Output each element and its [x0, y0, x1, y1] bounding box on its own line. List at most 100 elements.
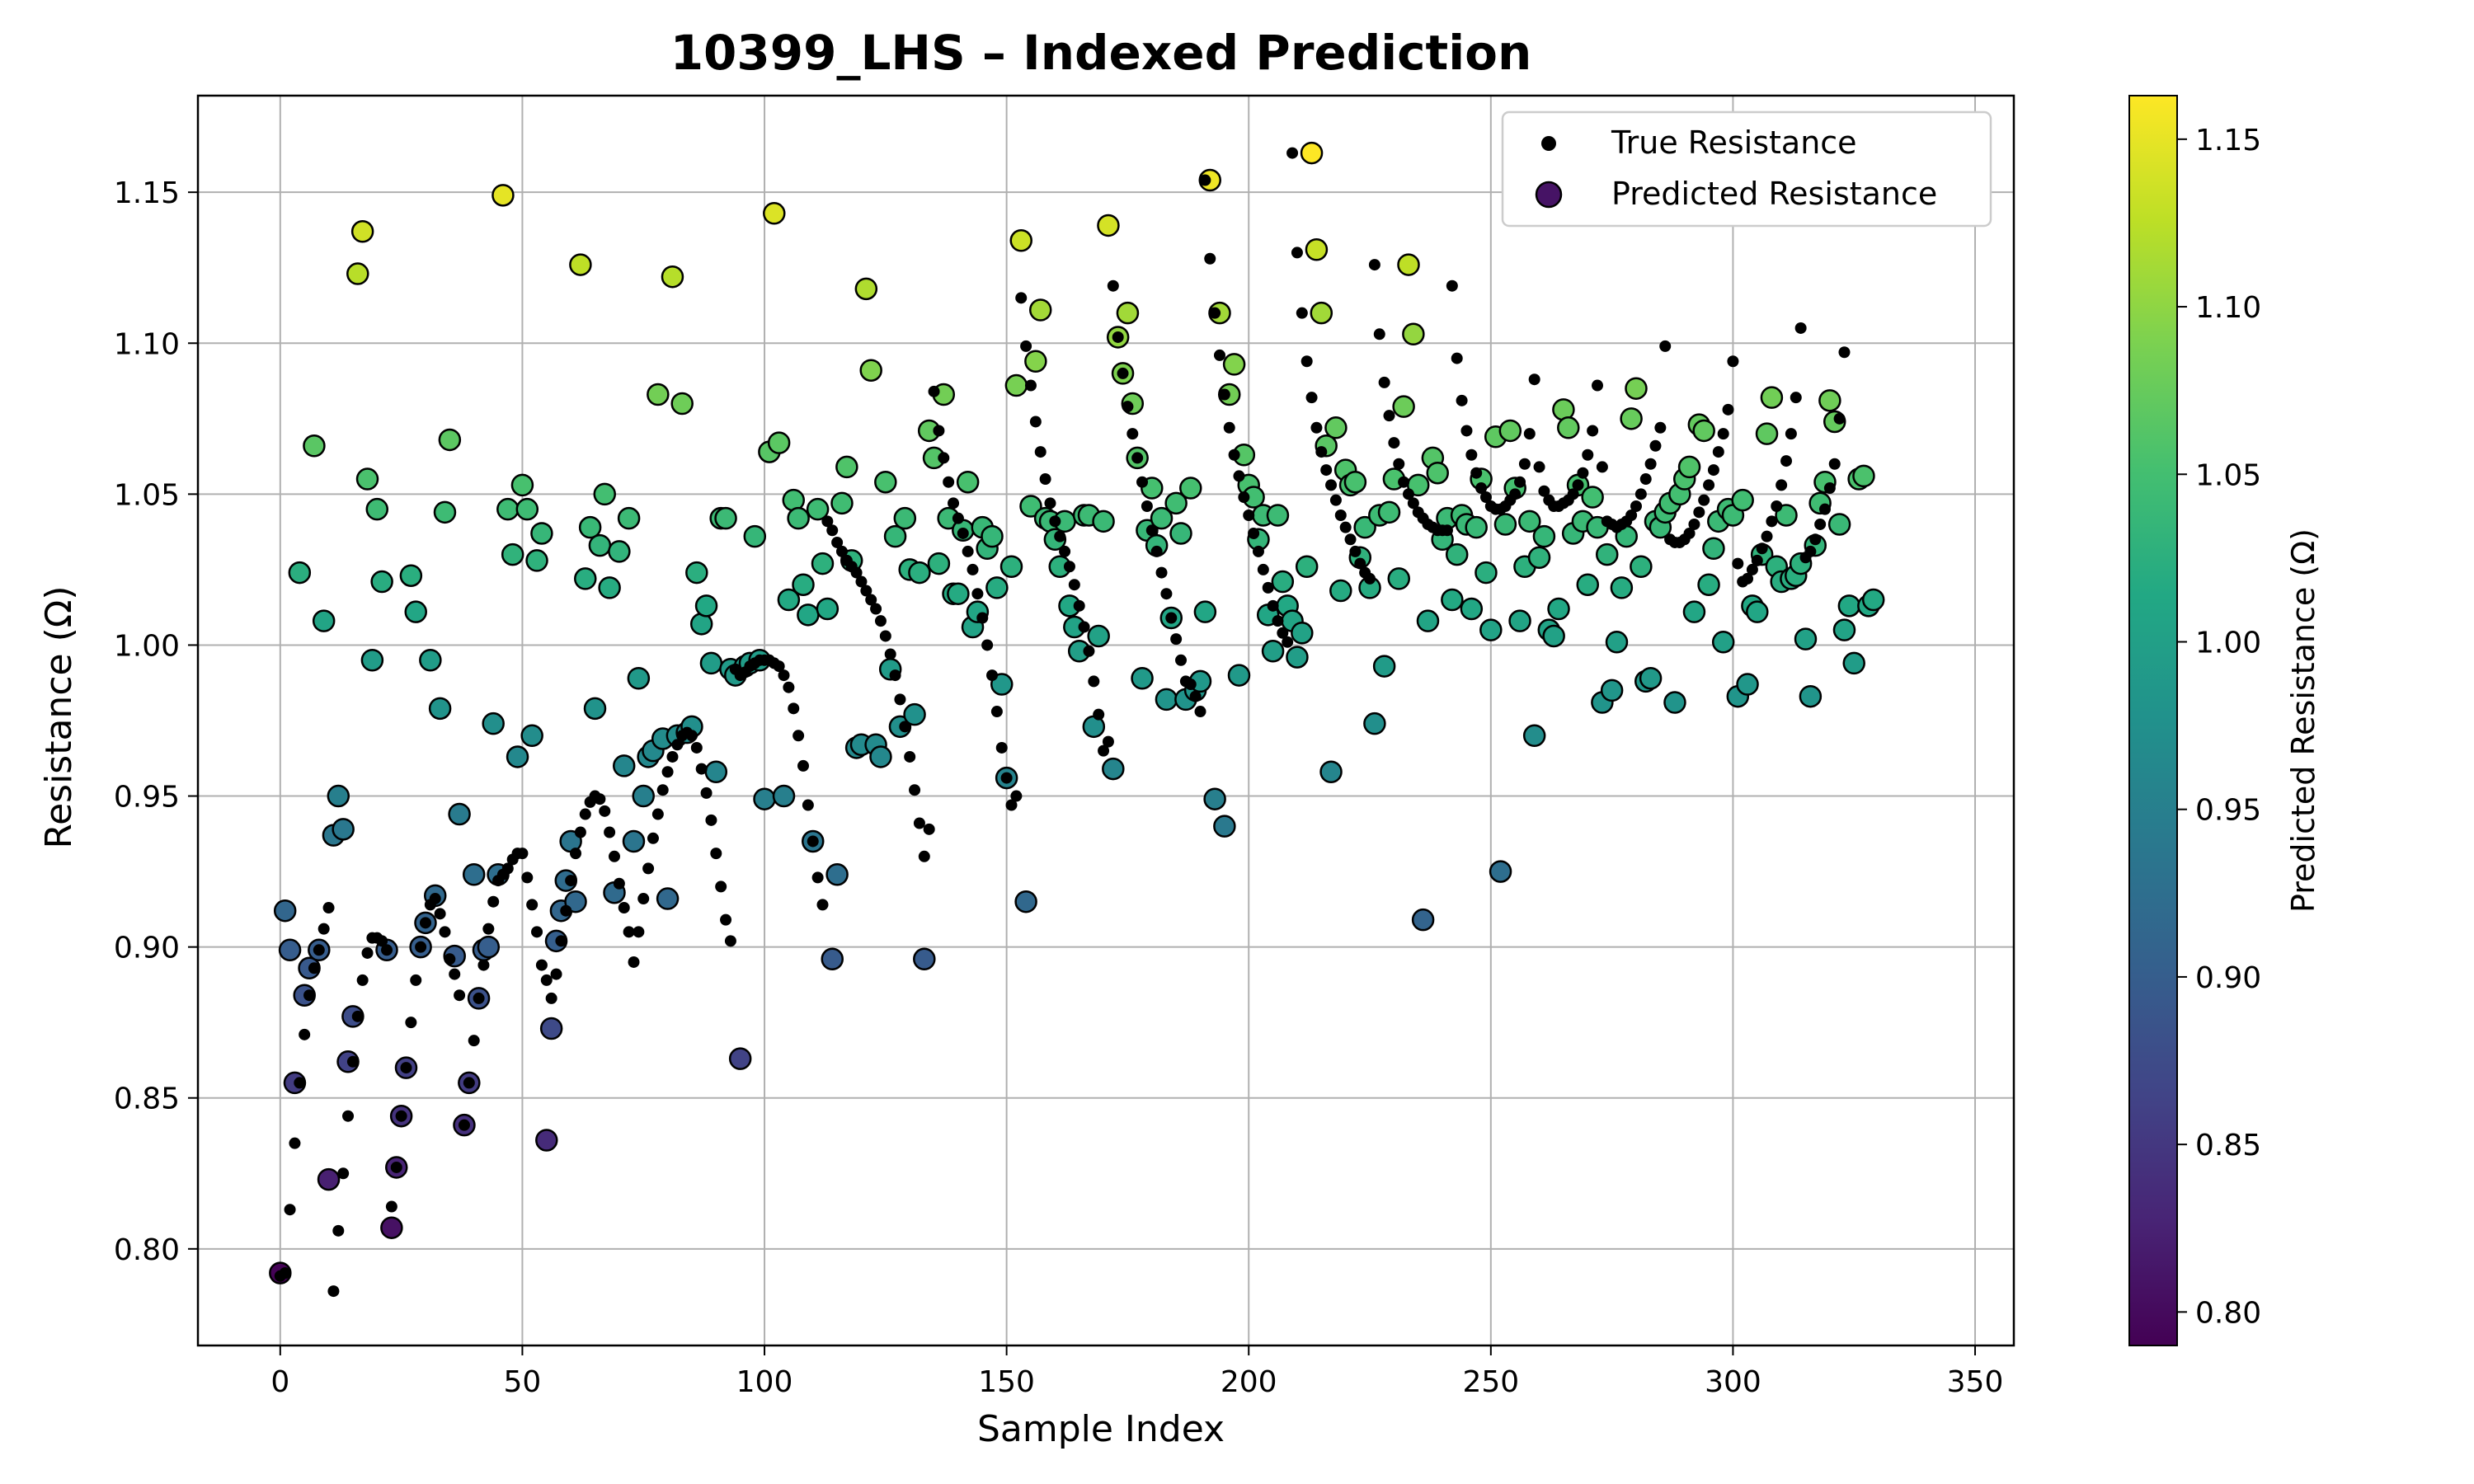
true-point	[1441, 524, 1453, 537]
predicted-point	[1310, 301, 1333, 325]
true-point	[1282, 636, 1294, 648]
predicted-point	[1596, 542, 1619, 566]
predicted-point	[825, 863, 849, 886]
predicted-point	[1861, 588, 1885, 612]
true-point	[322, 902, 335, 914]
x-tick-label: 200	[1221, 1365, 1277, 1399]
true-point	[1155, 566, 1168, 579]
true-point	[720, 913, 732, 926]
predicted-point	[1416, 609, 1440, 632]
true-point	[1577, 467, 1589, 479]
true-point	[1567, 488, 1579, 500]
true-point	[1015, 292, 1028, 304]
predicted-point	[346, 262, 369, 285]
predicted-point	[1610, 576, 1634, 599]
predicted-point	[1271, 570, 1295, 594]
true-point	[390, 1161, 402, 1173]
true-point	[346, 1055, 359, 1068]
true-point	[1213, 349, 1225, 361]
true-point	[299, 1028, 311, 1040]
predicted-point	[1746, 600, 1769, 623]
true-point	[671, 739, 684, 751]
true-point	[899, 721, 911, 733]
predicted-point	[1441, 588, 1464, 612]
true-point	[1582, 448, 1594, 461]
true-point	[971, 588, 984, 600]
true-point	[1751, 554, 1763, 566]
predicted-point	[1479, 618, 1503, 641]
true-point	[439, 926, 451, 938]
predicted-point	[1542, 624, 1565, 648]
predicted-point	[1842, 651, 1865, 675]
predicted-point	[622, 829, 646, 853]
predicted-point	[1527, 546, 1551, 570]
predicted-point	[1475, 561, 1498, 585]
true-point	[1325, 479, 1338, 491]
predicted-point	[1639, 666, 1663, 690]
true-point	[1257, 563, 1269, 575]
true-point	[613, 877, 625, 890]
predicted-point	[1295, 555, 1319, 578]
true-point	[909, 784, 921, 796]
true-point	[1112, 331, 1124, 343]
true-point	[637, 893, 650, 905]
true-point	[835, 545, 848, 557]
predicted-point	[632, 784, 655, 808]
true-point	[1189, 690, 1202, 702]
predicted-point	[647, 383, 670, 406]
true-point	[565, 875, 577, 887]
true-point	[1252, 545, 1264, 557]
predicted-point	[767, 431, 791, 454]
true-point	[1828, 458, 1841, 470]
predicted-point	[1518, 510, 1541, 533]
predicted-point	[947, 582, 970, 605]
true-point	[967, 563, 979, 575]
true-point	[986, 669, 999, 682]
predicted-point	[1286, 646, 1309, 669]
true-point	[797, 759, 809, 772]
true-point	[1170, 633, 1183, 646]
true-point	[1223, 421, 1235, 434]
true-point	[1683, 527, 1696, 539]
predicted-point	[496, 497, 520, 521]
true-point	[1814, 518, 1827, 530]
legend-box	[1501, 110, 1992, 228]
predicted-point	[797, 603, 820, 627]
y-tick-label: 1.05	[114, 478, 180, 512]
true-point	[889, 669, 901, 682]
true-point	[1300, 355, 1313, 368]
predicted-point	[578, 515, 602, 539]
true-point	[1630, 500, 1642, 513]
true-point	[560, 904, 572, 917]
true-point	[1334, 509, 1347, 521]
true-point	[850, 566, 863, 579]
true-point	[1804, 545, 1817, 557]
true-point	[695, 763, 708, 775]
predicted-point	[1092, 510, 1115, 533]
true-point	[1514, 476, 1526, 488]
predicted-point	[927, 552, 951, 575]
true-point	[1833, 412, 1846, 425]
predicted-point	[1731, 488, 1754, 512]
predicted-point	[462, 863, 486, 886]
true-point	[1528, 373, 1540, 386]
predicted-point	[419, 649, 442, 672]
true-point	[381, 944, 393, 956]
x-axis: 0 50 100 150 200 250 300 350	[270, 1345, 2003, 1399]
grid-lines	[198, 96, 2014, 1345]
x-axis-label: Sample Index	[977, 1408, 1225, 1450]
predicted-point	[1760, 386, 1784, 409]
true-point	[928, 385, 940, 397]
plot-frame	[196, 94, 2015, 1347]
true-point	[1073, 599, 1085, 612]
true-point	[1634, 488, 1647, 500]
true-point	[1364, 572, 1376, 585]
true-point	[874, 615, 887, 627]
true-point	[710, 848, 722, 860]
true-point	[628, 956, 640, 968]
true-point	[1199, 174, 1211, 186]
true-point	[1538, 485, 1550, 497]
predicted-point	[598, 576, 621, 599]
predicted-point	[1498, 419, 1522, 443]
predicted-point	[617, 506, 641, 530]
